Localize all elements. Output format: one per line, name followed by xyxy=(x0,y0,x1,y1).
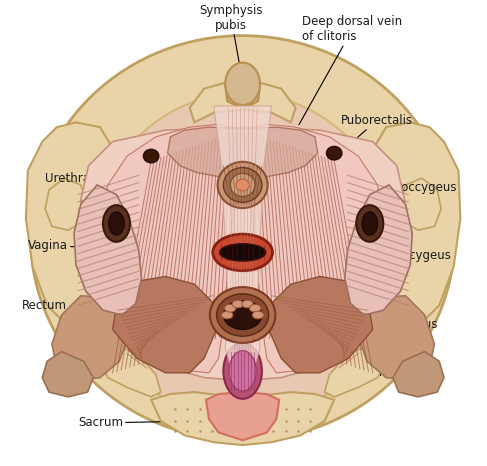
Ellipse shape xyxy=(242,300,253,308)
Polygon shape xyxy=(100,349,161,397)
Text: Vagina: Vagina xyxy=(28,239,210,252)
Text: Rectum: Rectum xyxy=(22,299,207,313)
Polygon shape xyxy=(206,392,279,440)
Polygon shape xyxy=(225,65,260,106)
Ellipse shape xyxy=(224,301,262,329)
Text: Piriformis: Piriformis xyxy=(373,360,428,379)
Text: Urethra: Urethra xyxy=(45,171,219,185)
Text: Symphysis
pubis: Symphysis pubis xyxy=(199,4,263,79)
Text: Deep dorsal vein
of clitoris: Deep dorsal vein of clitoris xyxy=(299,15,403,125)
Polygon shape xyxy=(393,352,444,397)
Ellipse shape xyxy=(326,146,342,160)
Ellipse shape xyxy=(222,311,233,319)
Ellipse shape xyxy=(249,304,261,312)
Ellipse shape xyxy=(232,300,244,308)
Ellipse shape xyxy=(89,94,397,421)
Polygon shape xyxy=(168,127,318,180)
Ellipse shape xyxy=(109,212,124,235)
Polygon shape xyxy=(214,106,272,375)
Ellipse shape xyxy=(230,173,255,197)
Ellipse shape xyxy=(31,35,454,440)
Polygon shape xyxy=(267,276,373,373)
Polygon shape xyxy=(243,124,387,373)
Ellipse shape xyxy=(225,62,260,105)
Polygon shape xyxy=(42,352,94,397)
Polygon shape xyxy=(112,276,219,373)
Ellipse shape xyxy=(224,343,262,399)
Polygon shape xyxy=(74,185,142,315)
Text: Puborectalis: Puborectalis xyxy=(338,114,413,154)
Text: Pubococcygeus: Pubococcygeus xyxy=(363,181,457,194)
Ellipse shape xyxy=(362,212,377,235)
Ellipse shape xyxy=(103,205,130,242)
Ellipse shape xyxy=(217,294,269,336)
Polygon shape xyxy=(98,124,243,373)
Polygon shape xyxy=(324,349,385,397)
Text: Coccygeus: Coccygeus xyxy=(375,303,438,331)
Polygon shape xyxy=(189,79,296,123)
Ellipse shape xyxy=(220,244,266,261)
Ellipse shape xyxy=(356,205,383,242)
Polygon shape xyxy=(151,392,334,445)
Polygon shape xyxy=(26,123,129,334)
Ellipse shape xyxy=(224,168,262,202)
Ellipse shape xyxy=(210,287,276,343)
Ellipse shape xyxy=(225,304,236,312)
Polygon shape xyxy=(52,296,129,381)
Text: Iliococcygeus: Iliococcygeus xyxy=(373,249,451,262)
Ellipse shape xyxy=(229,350,256,391)
Ellipse shape xyxy=(144,149,159,163)
Ellipse shape xyxy=(236,179,249,191)
Ellipse shape xyxy=(213,234,273,271)
Polygon shape xyxy=(357,296,434,381)
Text: Sacrum: Sacrum xyxy=(78,417,198,429)
Polygon shape xyxy=(357,123,460,334)
Ellipse shape xyxy=(252,311,264,319)
Polygon shape xyxy=(345,185,412,315)
Polygon shape xyxy=(45,178,88,230)
Polygon shape xyxy=(81,127,405,381)
Ellipse shape xyxy=(218,162,268,208)
Polygon shape xyxy=(399,178,441,230)
